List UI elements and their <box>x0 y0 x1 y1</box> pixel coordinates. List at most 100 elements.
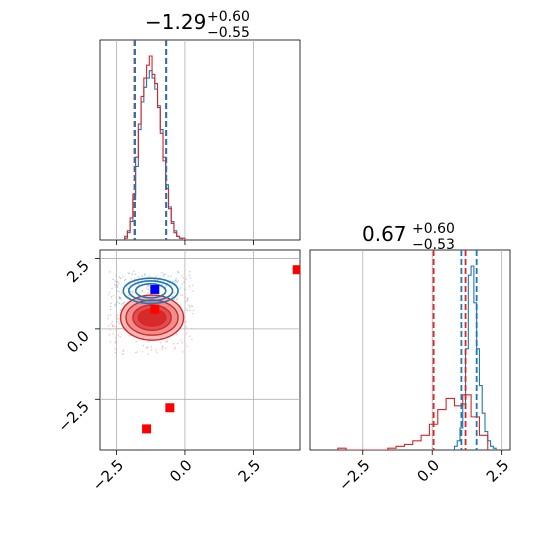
scatter-point <box>192 309 195 312</box>
scatter-point <box>109 329 111 331</box>
scatter-point <box>110 314 112 316</box>
scatter-point <box>174 346 177 349</box>
scatter-point <box>161 284 163 286</box>
title-minus: −0.55 <box>207 25 250 41</box>
scatter-point <box>146 346 148 349</box>
scatter-point <box>114 348 117 350</box>
scatter-point <box>185 320 187 323</box>
scatter-point <box>182 277 185 279</box>
scatter-point <box>188 285 191 288</box>
scatter-point <box>118 322 120 325</box>
grid <box>116 40 254 245</box>
scatter-point <box>118 318 120 320</box>
scatter-point <box>165 347 167 349</box>
scatter-point <box>121 303 123 305</box>
truth-marker <box>150 304 160 314</box>
scatter-point <box>135 340 138 343</box>
scatter-point <box>191 327 193 330</box>
x-tick-label: 0.0 <box>166 456 196 486</box>
scatter-point <box>114 342 117 344</box>
scatter-point <box>111 321 114 323</box>
y-tick-label: −2.5 <box>54 397 92 435</box>
scatter-point <box>122 350 124 352</box>
blue-contour-line <box>134 283 167 299</box>
scatter-point <box>123 301 126 304</box>
scatter-point <box>172 343 175 345</box>
scatter-point <box>170 275 172 278</box>
x-tick-label: 2.5 <box>483 456 513 486</box>
histogram-step-line <box>337 394 489 450</box>
scatter-point <box>191 312 194 315</box>
scatter-point <box>127 272 129 275</box>
scatter-point <box>128 272 131 274</box>
y-tick-label: 2.5 <box>63 257 93 287</box>
panel-frame <box>309 249 511 451</box>
scatter-point <box>185 326 187 328</box>
scatter-point <box>175 278 177 280</box>
histogram-step-line <box>453 265 497 450</box>
scatter-point <box>109 341 112 343</box>
truth-marker <box>150 284 160 294</box>
scatter-point <box>174 279 177 282</box>
scatter-point <box>162 275 165 277</box>
scatter-point <box>111 287 113 290</box>
scatter-point <box>166 340 169 342</box>
panel-bottom-right: −2.5 0.0 2.5 0.67 +0.60 −0.53 <box>309 221 513 495</box>
truth-marker <box>292 265 300 275</box>
scatter-point <box>164 273 166 275</box>
scatter-point <box>176 297 179 300</box>
scatter-point <box>148 275 150 277</box>
scatter-point <box>131 293 133 295</box>
scatter-point <box>114 340 117 343</box>
scatter-point <box>173 348 176 350</box>
scatter-point <box>115 286 117 288</box>
scatter-point <box>165 341 167 343</box>
scatter-point <box>189 271 191 273</box>
scatter-point <box>118 297 121 300</box>
blue-contour-line <box>122 277 179 305</box>
x-tick-label: −2.5 <box>335 456 373 494</box>
scatter-point <box>165 284 167 287</box>
title-value: −1.29 <box>145 10 206 34</box>
scatter-point <box>188 304 190 307</box>
scatter-point <box>127 295 130 297</box>
scatter-point <box>116 320 118 323</box>
scatter-point <box>114 284 116 286</box>
contour-area <box>107 265 300 434</box>
scatter-point <box>117 327 119 330</box>
scatter-point <box>174 282 176 284</box>
scatter-point <box>116 290 118 292</box>
scatter-point <box>181 342 183 344</box>
scatter-point <box>159 342 162 344</box>
histogram-area <box>124 40 186 240</box>
scatter-point <box>118 302 120 305</box>
scatter-point <box>186 332 188 335</box>
scatter-point <box>147 353 150 355</box>
scatter-point <box>109 271 111 273</box>
scatter-point <box>144 273 146 275</box>
scatter-point <box>186 300 189 302</box>
scatter-point <box>142 290 144 292</box>
scatter-point <box>118 282 120 285</box>
scatter-point <box>147 285 150 287</box>
x-tick-label: 0.0 <box>413 456 443 486</box>
scatter-point <box>134 273 136 275</box>
scatter-point <box>114 351 117 354</box>
scatter-point <box>115 318 117 320</box>
scatter-point <box>124 280 126 282</box>
scatter-point <box>184 296 187 298</box>
histogram-area <box>337 250 497 450</box>
scatter-point <box>154 349 157 351</box>
scatter-point <box>161 345 164 348</box>
scatter-point <box>120 292 123 294</box>
scatter-point <box>112 278 114 281</box>
scatter-point <box>154 282 157 284</box>
title-value: 0.67 <box>362 222 407 246</box>
panel-bottom-left: −2.5 0.0 2.5 2.5 0.0 −2.5 <box>54 249 301 495</box>
scatter-point <box>119 335 121 338</box>
scatter-point <box>176 281 178 283</box>
scatter-point <box>107 315 109 317</box>
scatter-point <box>108 293 110 296</box>
scatter-point <box>173 298 175 301</box>
scatter-point <box>116 301 119 303</box>
